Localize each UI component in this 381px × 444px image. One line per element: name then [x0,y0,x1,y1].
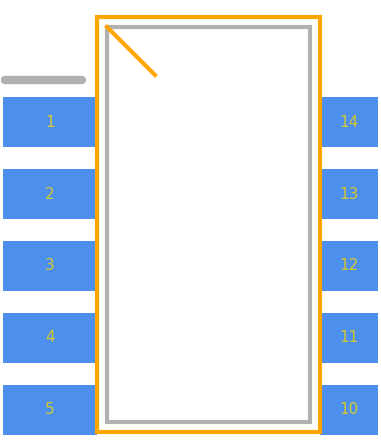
Bar [3,241,97,291]
Bar [320,97,378,147]
Bar [3,97,97,147]
Text: 5: 5 [45,403,55,417]
Bar [3,169,97,219]
Text: 10: 10 [339,403,359,417]
Bar [3,385,97,435]
Text: 4: 4 [45,330,55,345]
Text: 12: 12 [339,258,359,274]
Bar [320,169,378,219]
Bar [3,313,97,363]
Text: 14: 14 [339,115,359,130]
Bar [97,17,320,432]
Bar [320,385,378,435]
Text: 1: 1 [45,115,55,130]
Text: 11: 11 [339,330,359,345]
Bar [107,27,310,422]
Text: 3: 3 [45,258,55,274]
Text: 2: 2 [45,186,55,202]
Bar [320,313,378,363]
Bar [320,241,378,291]
Text: 13: 13 [339,186,359,202]
